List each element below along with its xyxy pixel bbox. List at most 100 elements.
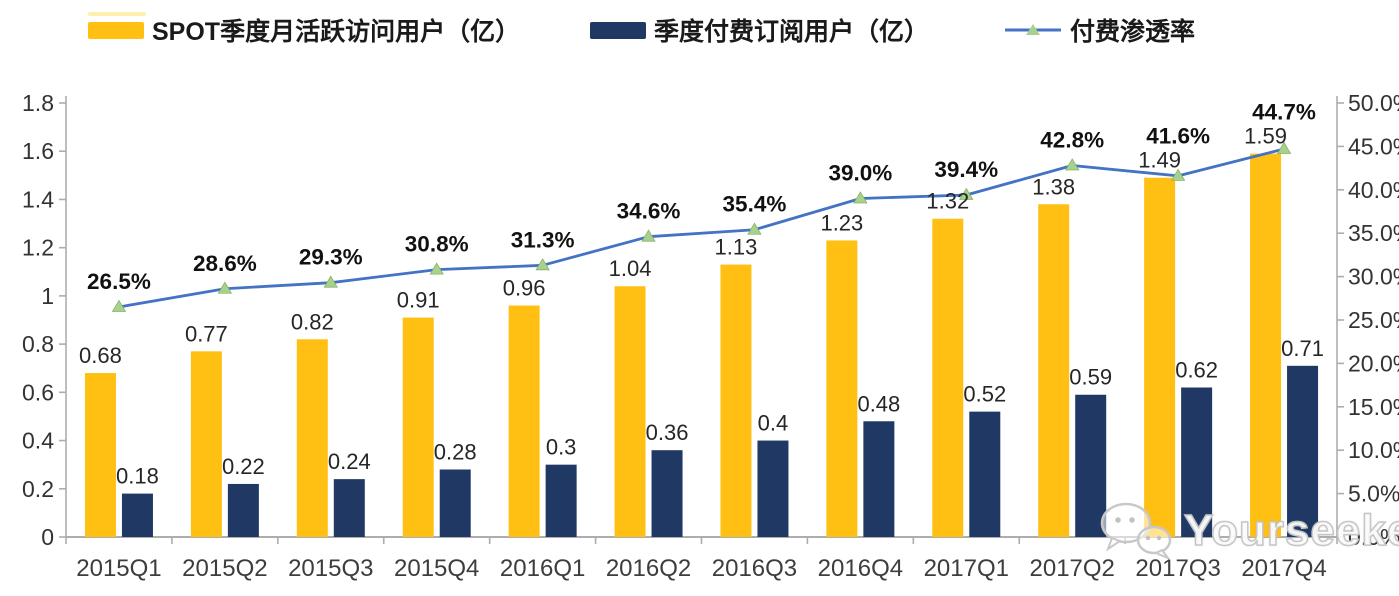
mau-value-label-2017Q1: 1.32 [926,189,969,214]
bar-mau-2017Q1 [932,218,964,537]
subscribers-value-label-2015Q4: 0.28 [434,439,477,464]
subscribers-value-label-2016Q3: 0.4 [758,411,789,436]
legend-item-mau: SPOT季度月活跃访问用户（亿） [88,14,520,46]
penetration-marker-2016Q2 [641,229,656,242]
bar-mau-2016Q4 [826,240,858,537]
legend-item-penetration: 付费渗透率 [1004,14,1195,46]
bar-subscribers-2016Q2 [651,450,683,537]
legend-label-mau: SPOT季度月活跃访问用户（亿） [152,18,521,46]
left-axis-tick-label: 0.4 [22,428,54,454]
subscribers-value-label-2015Q2: 0.22 [222,454,265,479]
left-axis-tick-label: 0 [41,524,54,550]
penetration-marker-2015Q2 [217,281,233,294]
penetration-pct-label-2015Q1: 26.5% [87,269,151,294]
bar-subscribers-2016Q1 [545,464,577,537]
bar-subscribers-2017Q1 [969,411,1001,537]
right-axis-tick-label: 30.0% [1348,264,1399,290]
subscribers-value-label-2017Q1: 0.52 [963,382,1006,407]
bar-subscribers-2016Q3 [757,440,789,537]
mau-value-label-2017Q2: 1.38 [1032,174,1075,199]
mau-value-label-2016Q1: 0.96 [503,276,546,301]
bar-mau-2016Q3 [720,264,752,537]
penetration-pct-label-2015Q4: 30.8% [405,232,469,257]
mau-value-label-2017Q4: 1.59 [1244,124,1287,149]
penetration-pct-label-2016Q2: 34.6% [617,199,681,224]
subscribers-value-label-2017Q3: 0.62 [1175,358,1218,383]
x-axis-category-label: 2015Q3 [288,555,373,582]
mau-value-label-2015Q1: 0.68 [79,343,122,368]
bar-mau-2017Q4 [1250,153,1282,537]
x-axis-category-label: 2016Q4 [818,555,903,582]
left-axis-tick-label: 0.2 [22,476,54,502]
bar-mau-2016Q1 [508,305,540,537]
left-axis-tick-label: 1.4 [22,186,54,212]
penetration-line [118,147,1285,309]
mau-value-label-2015Q3: 0.82 [291,309,334,334]
bar-mau-2017Q2 [1038,204,1070,537]
penetration-pct-label-2016Q1: 31.3% [511,227,575,252]
penetration-pct-label-2015Q3: 29.3% [299,245,363,270]
penetration-marker-2017Q2 [1065,158,1080,171]
mau-value-label-2016Q2: 1.04 [609,256,652,281]
x-axis-category-label: 2016Q2 [606,555,691,582]
x-axis-category-label: 2017Q4 [1241,555,1326,582]
mau-value-label-2016Q3: 1.13 [715,235,758,260]
legend-label-subscribers: 季度付费订阅用户（亿） [654,18,930,46]
penetration-marker-2017Q1 [959,187,974,200]
penetration-pct-label-2016Q4: 39.0% [828,160,892,185]
bar-subscribers-2015Q3 [333,479,365,537]
right-axis-tick-label: 10.0% [1348,437,1399,463]
penetration-pct-label-2017Q2: 42.8% [1040,127,1104,152]
mau-value-label-2015Q4: 0.91 [397,288,440,313]
subscribers-value-label-2016Q2: 0.36 [646,420,689,445]
right-axis-tick-label: 5.0% [1348,481,1399,507]
bar-mau-2015Q2 [190,351,222,537]
left-axis-tick-label: 0.6 [22,379,54,405]
bar-subscribers-2017Q2 [1075,394,1107,537]
penetration-marker-2016Q4 [853,191,868,204]
x-axis-category-label: 2017Q3 [1135,555,1220,582]
bar-subscribers-2015Q2 [227,483,259,537]
left-axis-tick-label: 1.2 [22,235,54,261]
legend-swatch-subscribers-icon [590,21,646,39]
penetration-marker-2017Q4 [1276,141,1292,154]
subscribers-value-label-2017Q2: 0.59 [1069,365,1112,390]
bar-mau-2017Q3 [1144,177,1176,537]
bar-mau-2015Q4 [402,317,434,537]
legend-item-subscribers: 季度付费订阅用户（亿） [590,14,929,46]
penetration-marker-2016Q3 [747,222,762,235]
bar-subscribers-2017Q3 [1181,387,1213,537]
penetration-marker-2015Q1 [111,299,127,312]
x-axis-category-label: 2015Q1 [76,555,161,582]
left-axis-tick-label: 1.6 [22,138,54,164]
bar-subscribers-2016Q4 [863,421,895,537]
left-axis-tick-label: 0.8 [22,331,54,357]
x-axis-category-label: 2016Q3 [712,555,797,582]
bar-mau-2015Q3 [296,339,328,537]
x-axis-category-label: 2015Q2 [182,555,267,582]
left-axis-tick-label: 1.8 [22,90,54,116]
right-axis-tick-label: 50.0% [1348,90,1399,116]
x-axis-category-label: 2016Q1 [500,555,585,582]
penetration-pct-label-2017Q4: 44.7% [1252,100,1316,125]
penetration-pct-label-2017Q3: 41.6% [1146,124,1210,149]
penetration-marker-2015Q3 [323,275,338,288]
right-axis-tick-label: 45.0% [1348,133,1399,159]
subscribers-value-label-2016Q4: 0.48 [857,391,900,416]
cropped-yellow-artifact [88,12,146,16]
right-axis-tick-label: 15.0% [1348,394,1399,420]
subscribers-value-label-2016Q1: 0.3 [546,435,577,460]
right-axis-tick-label: 35.0% [1348,220,1399,246]
penetration-marker-2017Q3 [1170,168,1186,181]
right-axis-tick-label: 25.0% [1348,307,1399,333]
legend-label-penetration: 付费渗透率 [1070,18,1196,46]
right-axis-tick-label: 20.0% [1348,350,1399,376]
subscribers-value-label-2015Q3: 0.24 [328,449,371,474]
subscribers-value-label-2015Q1: 0.18 [116,464,159,489]
penetration-pct-label-2017Q1: 39.4% [934,157,998,182]
subscribers-value-label-2017Q4: 0.71 [1281,336,1324,361]
bar-subscribers-2015Q4 [439,469,471,537]
bar-mau-2015Q1 [84,373,116,537]
bar-subscribers-2015Q1 [121,493,153,537]
